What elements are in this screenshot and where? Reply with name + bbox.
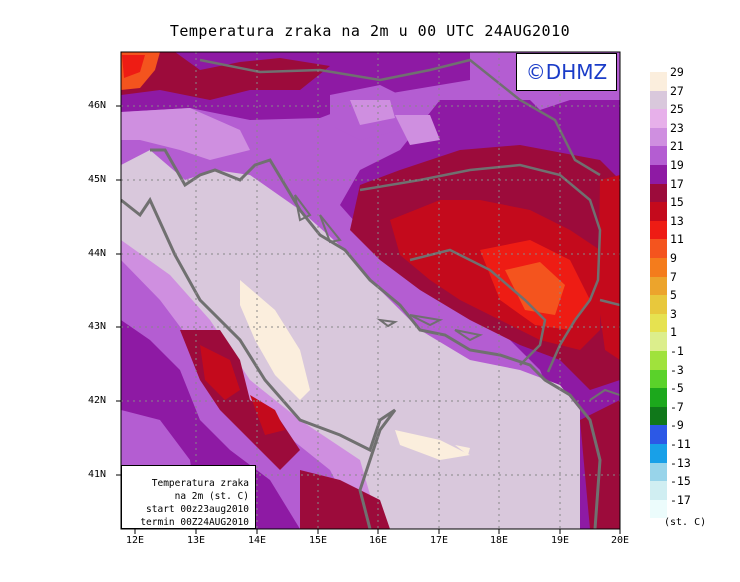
legend-swatch [650, 313, 667, 333]
legend-swatch [650, 165, 667, 184]
legend-swatch [650, 351, 667, 370]
lon-label: 16E [368, 535, 388, 546]
legend-swatch [650, 220, 667, 240]
legend-label: 27 [670, 83, 684, 98]
legend-label: -3 [670, 362, 684, 377]
legend-swatch [650, 481, 667, 500]
lon-label: 12E [125, 535, 145, 546]
legend-swatch [650, 109, 667, 128]
lat-label: 45N [88, 174, 107, 185]
legend-swatch [650, 127, 667, 147]
dhmz-logo: ©DHMZ [516, 53, 617, 91]
lat-label: 42N [88, 395, 107, 406]
coastline [150, 148, 602, 529]
legend-swatch [650, 258, 667, 277]
legend-swatch [650, 388, 667, 407]
legend-swatch [650, 295, 667, 314]
legend-label: -1 [670, 344, 684, 358]
legend-swatch [650, 332, 667, 351]
legend-label: 3 [670, 306, 677, 321]
legend-swatch [650, 72, 667, 91]
sea-warm-2 [395, 430, 470, 460]
legend-swatch [650, 406, 667, 426]
lat-label: 46N [88, 100, 107, 111]
legend-label: 13 [670, 213, 684, 228]
legend-swatch [650, 276, 667, 296]
legend-label: 19 [670, 158, 684, 172]
legend-label: 15 [670, 195, 684, 210]
legend-swatch [650, 239, 667, 258]
legend-swatch [650, 499, 667, 519]
legend-label: -11 [670, 437, 691, 451]
legend-swatch [650, 146, 667, 165]
legend-label: -9 [670, 418, 684, 433]
info-line-1: Temperatura zraka [151, 478, 249, 489]
legend-swatch [650, 369, 667, 389]
legend-unit: (st. C) [664, 517, 707, 528]
border-north [199, 58, 601, 177]
info-line-4: termin 00Z24AUG2010 [140, 517, 249, 528]
legend-swatch [650, 444, 667, 463]
legend-label: 1 [670, 325, 677, 340]
legend-label: 17 [670, 176, 684, 191]
legend-swatch [650, 90, 667, 110]
legend-label: 21 [670, 139, 684, 154]
legend-label: 11 [670, 232, 684, 247]
legend-swatch [650, 202, 667, 221]
info-line-3: start 00z23aug2010 [146, 504, 249, 515]
info-line-2: na 2m (st. C) [174, 491, 249, 502]
lon-label: 20E [610, 535, 630, 546]
map-frame [120, 51, 621, 530]
legend-label: -5 [670, 381, 684, 396]
legend-label: 9 [670, 251, 677, 265]
legend-swatch [650, 425, 667, 444]
legend-label: 23 [670, 120, 684, 135]
legend-swatch [650, 462, 667, 482]
legend-label: 5 [670, 288, 677, 303]
italy-coast [121, 196, 397, 529]
lon-label: 13E [186, 535, 206, 546]
alps-hot [121, 52, 330, 100]
legend-label: -7 [670, 399, 684, 414]
legend-label: 25 [670, 102, 684, 117]
lon-label: 19E [550, 535, 570, 546]
lon-label: 18E [489, 535, 509, 546]
border-south [359, 163, 602, 321]
legend-swatch [650, 183, 667, 203]
legend-label: 29 [670, 65, 684, 79]
lon-label: 17E [429, 535, 449, 546]
lat-label: 43N [88, 321, 107, 332]
lon-label: 14E [247, 535, 267, 546]
lat-label: 44N [88, 248, 107, 259]
legend-label: 7 [670, 269, 677, 284]
lat-label: 41N [88, 469, 107, 480]
legend-label: -13 [670, 455, 691, 470]
lon-label: 15E [308, 535, 328, 546]
legend-label: -15 [670, 474, 691, 489]
info-box: Temperatura zraka na 2m (st. C) start 00… [121, 465, 256, 529]
map-title: Temperatura zraka na 2m u 00 UTC 24AUG20… [169, 22, 571, 40]
legend-label: -17 [670, 492, 691, 507]
